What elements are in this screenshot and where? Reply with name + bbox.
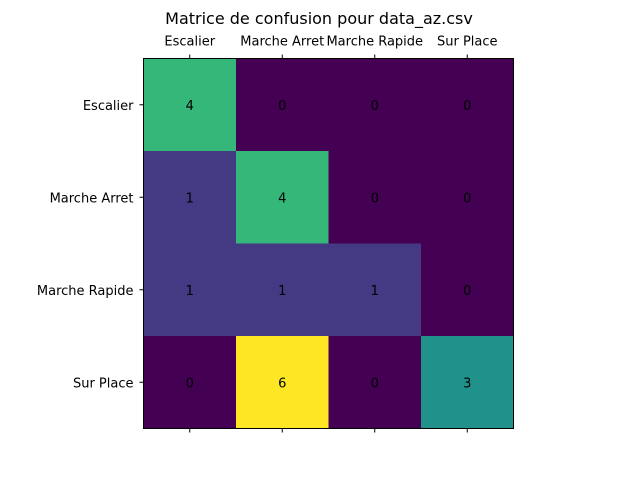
cell-value-label: 3 <box>463 376 471 391</box>
cell-value-label: 0 <box>463 191 471 206</box>
plot-frame <box>143 58 514 429</box>
heatmap-cell <box>421 151 514 244</box>
heatmap-cell <box>236 58 329 152</box>
x-tick-label: Marche Rapide <box>326 35 423 50</box>
cell-value-label: 6 <box>278 376 286 391</box>
x-tick-label: Escalier <box>164 35 215 50</box>
heatmap-cell <box>143 336 237 429</box>
x-tick-label: Marche Arret <box>240 35 324 50</box>
chart-title: Matrice de confusion pour data_az.csv <box>165 9 473 29</box>
y-tick-label: Marche Arret <box>50 191 134 206</box>
heatmap-cell <box>236 336 329 429</box>
heatmap-cell <box>236 243 329 337</box>
cell-value-label: 0 <box>371 376 379 391</box>
cell-value-label: 4 <box>278 191 286 206</box>
heatmap-cell <box>143 58 237 152</box>
cell-value-label: 4 <box>186 99 194 114</box>
cell-value-label: 1 <box>186 191 194 206</box>
cell-value-label: 1 <box>186 284 194 299</box>
heatmap-cell <box>421 336 514 429</box>
heatmap-cell-labels: 4 0 0 0 1 4 0 0 1 1 1 0 0 6 0 3 <box>186 99 472 392</box>
heatmap-cell <box>328 336 422 429</box>
heatmap-cell <box>328 58 422 152</box>
x-tick-label: Sur Place <box>437 35 498 50</box>
cell-value-label: 0 <box>278 99 286 114</box>
heatmap-cell <box>236 151 329 244</box>
y-axis-ticks: Escalier Marche Arret Marche Rapide Sur Pla… <box>37 99 144 391</box>
heatmap-cells <box>143 58 514 429</box>
cell-value-label: 1 <box>278 284 286 299</box>
y-tick-label: Escalier <box>83 99 134 114</box>
cell-value-label: 0 <box>186 376 194 391</box>
cell-value-label: 0 <box>463 284 471 299</box>
heatmap-cell <box>421 243 514 337</box>
x-axis-ticks: Escalier Marche Arret Marche Rapide Sur Pla… <box>164 35 498 433</box>
cell-value-label: 0 <box>371 191 379 206</box>
y-tick-label: Sur Place <box>73 376 134 391</box>
heatmap-cell <box>328 151 422 244</box>
y-tick-label: Marche Rapide <box>37 284 134 299</box>
cell-value-label: 0 <box>371 99 379 114</box>
cell-value-label: 1 <box>371 284 379 299</box>
heatmap-cell <box>143 243 237 337</box>
heatmap-cell <box>143 151 237 244</box>
heatmap-cell <box>421 58 514 152</box>
heatmap-cell <box>328 243 422 337</box>
cell-value-label: 0 <box>463 99 471 114</box>
